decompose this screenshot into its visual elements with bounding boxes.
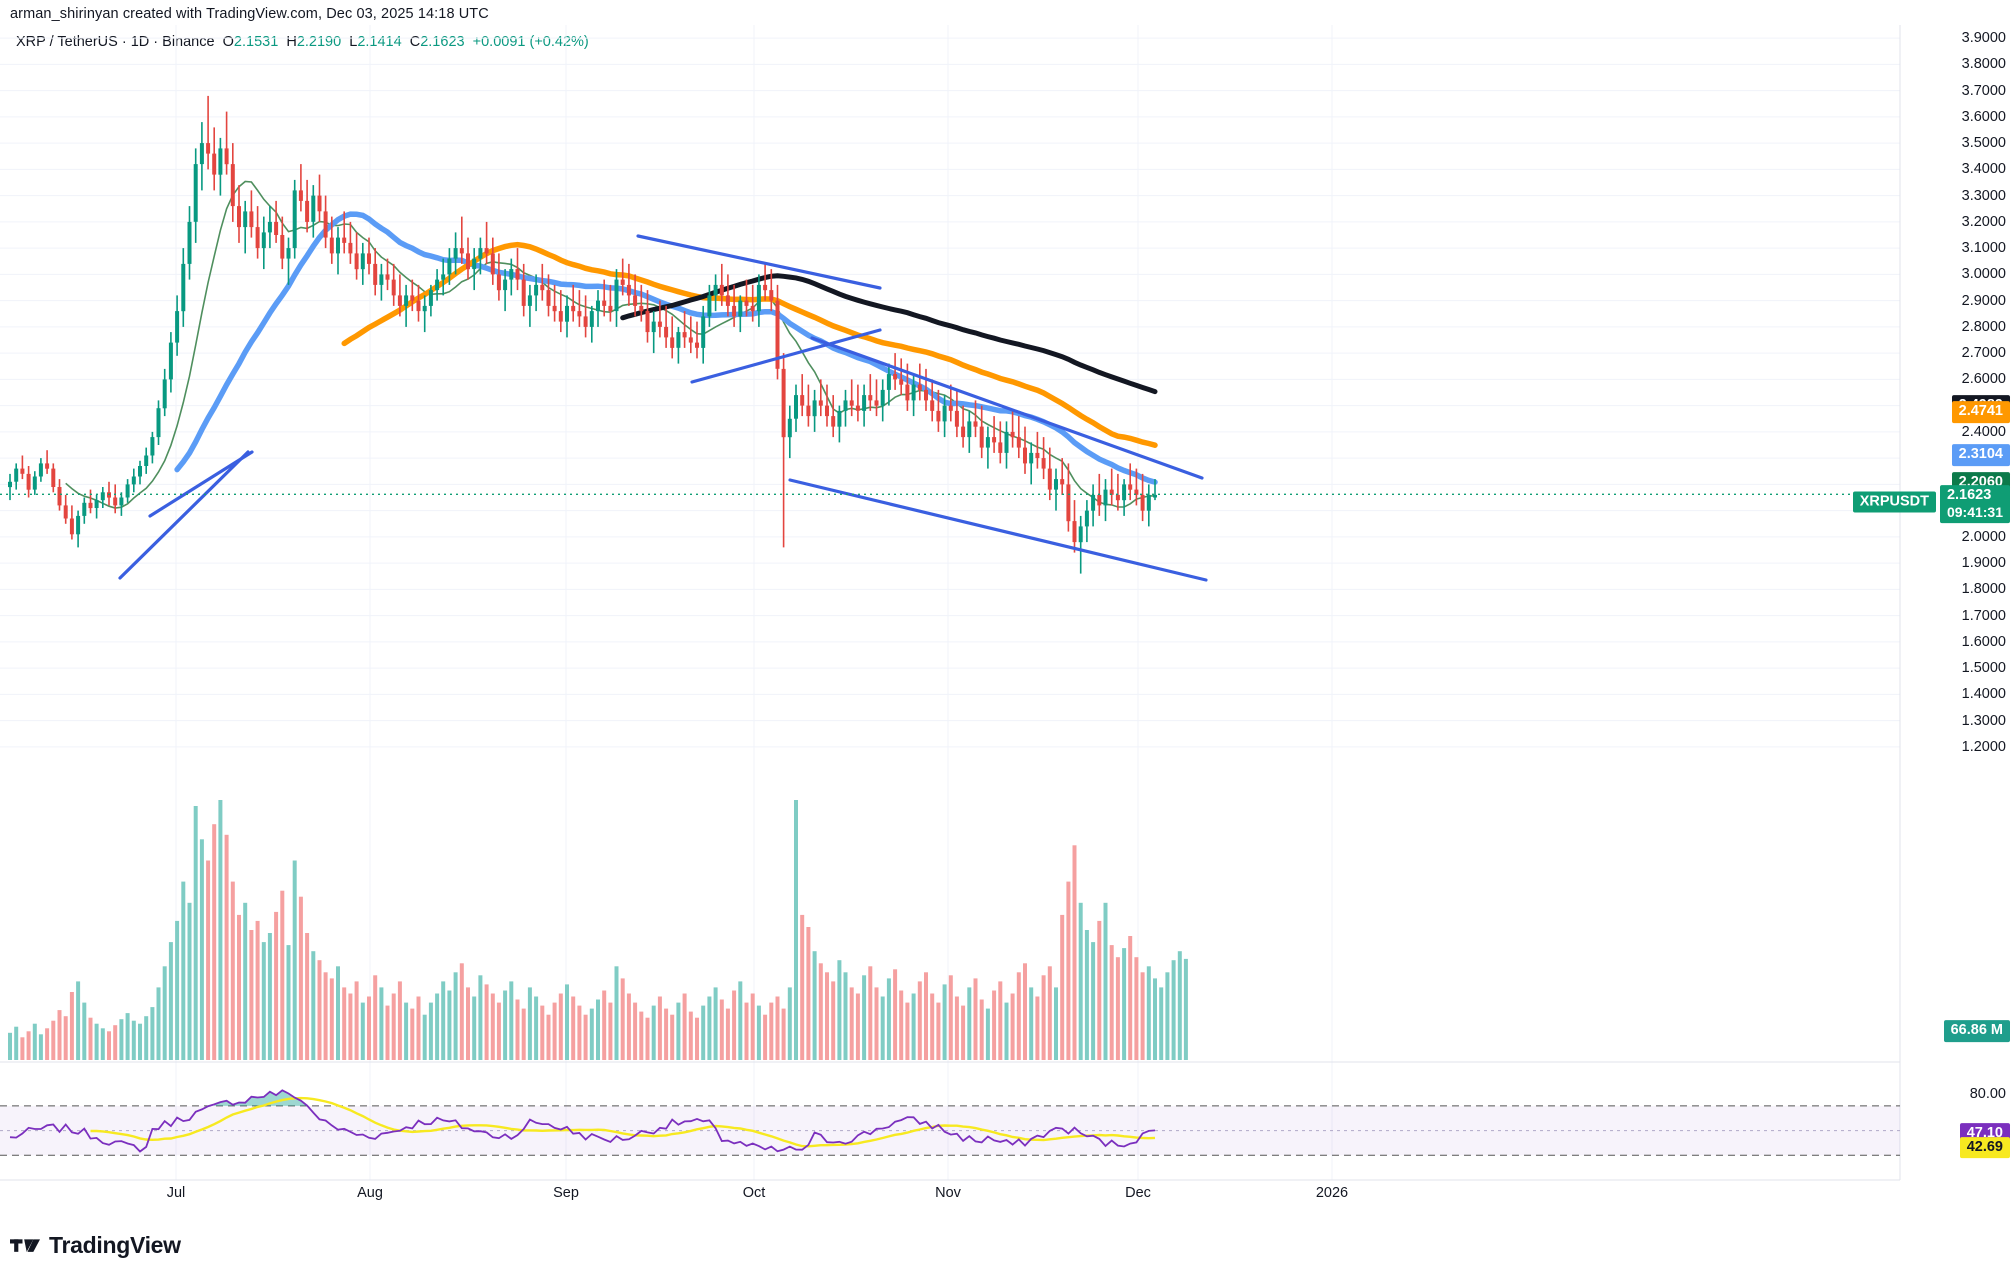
ma-green-line: [65, 180, 1155, 509]
volume-badge[interactable]: 66.86 M: [1943, 1020, 2010, 1042]
ma-blue-line: [174, 211, 1158, 485]
price-tick: 3.1000: [1961, 240, 2006, 257]
rsi-tick-80: 80.00: [1969, 1085, 2006, 1102]
legend-close-label: C: [409, 34, 421, 50]
last-price-value: 2.1623: [1946, 487, 1992, 504]
price-tick: 3.9000: [1961, 30, 2006, 47]
price-tick: 1.5000: [1961, 660, 2006, 677]
descending-channel-upper-top: [636, 234, 882, 290]
legend-low-label: L: [349, 34, 358, 50]
time-tick-2026: 2026: [1315, 1185, 1349, 1201]
volume-bars: [8, 800, 1188, 1060]
bar-countdown: 09:41:31: [1946, 504, 2003, 521]
price-tick: 1.4000: [1961, 686, 2006, 703]
price-tick: 1.7000: [1961, 607, 2006, 624]
price-tick: 3.7000: [1961, 82, 2006, 99]
price-tick: 3.3000: [1961, 187, 2006, 204]
price-tick: 1.8000: [1961, 581, 2006, 598]
price-axis[interactable]: 3.9000 3.8000 3.7000 3.6000 3.5000 3.4000 3.30…: [1852, 25, 2014, 1205]
descending-channel-upper-bot: [690, 328, 882, 384]
price-tick: 3.6000: [1961, 108, 2006, 125]
ema-blue-badge[interactable]: 2.3104: [1951, 444, 2010, 467]
price-tick: 2.9000: [1961, 292, 2006, 309]
price-tick: 3.8000: [1961, 56, 2006, 73]
rsi-ma-line: [90, 1096, 1156, 1148]
time-tick-oct: Oct: [742, 1185, 766, 1201]
price-tick: 3.2000: [1961, 213, 2006, 230]
ascending-support-early: [118, 450, 250, 580]
ema-orange-badge[interactable]: 2.4741: [1951, 401, 2010, 424]
price-tick: 1.3000: [1961, 712, 2006, 729]
price-tick: 3.0000: [1961, 266, 2006, 283]
price-tick: 2.7000: [1961, 345, 2006, 362]
ascending-resistance-early: [148, 450, 254, 518]
legend-open-label: O: [222, 34, 234, 50]
moving-average-lines: [65, 180, 1158, 509]
time-tick-dec: Dec: [1125, 1185, 1151, 1201]
descending-resistance-mid: [810, 336, 1204, 480]
price-tick: 3.5000: [1961, 135, 2006, 152]
time-axis[interactable]: Jul Aug Sep Oct Nov Dec 2026: [0, 1185, 1900, 1215]
attribution-text: arman_shirinyan created with TradingView…: [10, 6, 489, 22]
rsi-line: [9, 1089, 1156, 1153]
descending-support-lower: [788, 478, 1208, 582]
price-tick: 2.8000: [1961, 318, 2006, 335]
legend-sep-1: ·: [117, 34, 131, 50]
tradingview-logo-icon: [10, 1238, 40, 1252]
tradingview-logo: TradingView: [10, 1232, 181, 1259]
grid-lines: [0, 25, 1901, 1181]
price-tick: 2.6000: [1961, 371, 2006, 388]
trendline-drawings[interactable]: [118, 234, 1208, 582]
time-tick-nov: Nov: [935, 1185, 961, 1201]
legend-high-label: H: [286, 34, 297, 50]
price-tick: 2.4000: [1961, 423, 2006, 440]
time-tick-sep: Sep: [553, 1185, 579, 1201]
symbol-tag[interactable]: XRPUSDT: [1852, 491, 1936, 513]
rsi-ma-badge[interactable]: 42.69: [1959, 1136, 2010, 1159]
ma-black-line: [620, 273, 1158, 395]
price-tick: 3.4000: [1961, 161, 2006, 178]
time-tick-jul: Jul: [166, 1185, 186, 1201]
price-tick: 1.2000: [1961, 738, 2006, 755]
price-tick: 2.0000: [1961, 528, 2006, 545]
rsi-indicator: [0, 1089, 1900, 1156]
last-price-badge[interactable]: 2.1623 09:41:31: [1939, 485, 2010, 524]
price-tick: 1.9000: [1961, 555, 2006, 572]
price-tick: 1.6000: [1961, 633, 2006, 650]
tradingview-wordmark: TradingView: [49, 1232, 181, 1258]
time-tick-aug: Aug: [357, 1185, 383, 1201]
legend-sep-2: ·: [149, 34, 163, 50]
